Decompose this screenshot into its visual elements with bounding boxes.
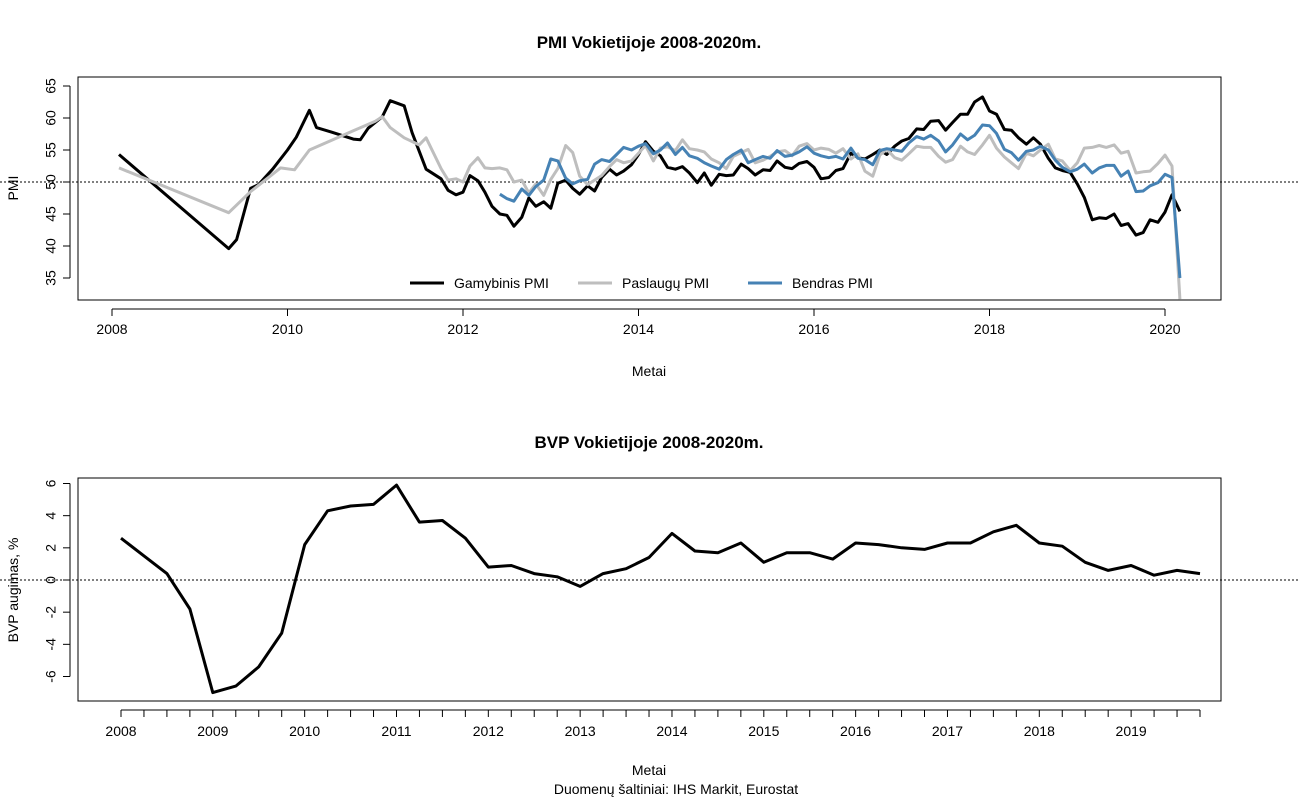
pmi-x-axis: 2008 2010 2012 2014 2016 2018 2020: [96, 308, 1181, 337]
gdp-y-tick-label: -4: [43, 638, 59, 651]
pmi-legend-label-3: Bendras PMI: [792, 275, 873, 291]
gdp-series-line: [120, 483, 1201, 695]
gdp-x-tick-label: 2017: [932, 723, 963, 739]
gdp-x-tick-label: 2011: [381, 723, 411, 739]
gdp-x-tick-label: 2009: [197, 723, 228, 739]
gdp-x-tick-label: 2013: [565, 723, 596, 739]
pmi-x-tick-label: 2008: [96, 321, 127, 337]
pmi-x-axis-label: Metai: [632, 363, 666, 379]
gdp-x-tick-label: 2019: [1116, 723, 1147, 739]
pmi-plot-frame: [77, 76, 1222, 301]
gdp-x-tick-label: 2014: [656, 723, 687, 739]
gdp-x-tick-label: 2018: [1024, 723, 1055, 739]
gdp-y-tick-label: 0: [43, 576, 59, 584]
gdp-x-tick-label: 2008: [105, 723, 136, 739]
pmi-x-tick-label: 2012: [447, 321, 478, 337]
gdp-x-tick-label: 2012: [473, 723, 504, 739]
pmi-series-line-2: [118, 115, 1182, 300]
pmi-legend-label-2: Paslaugų PMI: [622, 275, 709, 291]
gdp-y-tick-label: 4: [43, 512, 59, 520]
pmi-x-tick-label: 2018: [974, 321, 1005, 337]
pmi-series-group: [118, 95, 1182, 300]
pmi-y-axis: 35 40 45 50 55 60 65: [43, 78, 71, 286]
source-note: Duomenų šaltiniai: IHS Markit, Eurostat: [554, 781, 798, 797]
gdp-y-tick-label: -2: [43, 606, 59, 619]
gdp-x-axis: 2008 2009 2010 2011 2012 2013 2014 2015 2016 2017…: [105, 709, 1201, 739]
gdp-series-group: [120, 483, 1201, 695]
pmi-x-tick-label: 2014: [623, 321, 654, 337]
pmi-y-tick-label: 65: [43, 78, 59, 94]
gdp-x-tick-label: 2015: [748, 723, 779, 739]
gdp-x-tick-label: 2016: [840, 723, 871, 739]
gdp-y-tick-label: -6: [43, 670, 59, 683]
gdp-y-tick-label: 6: [43, 479, 59, 487]
pmi-legend: Gamybinis PMI Paslaugų PMI Bendras PMI: [410, 275, 873, 291]
pmi-y-axis-label: PMI: [5, 176, 21, 201]
gdp-y-tick-label: 2: [43, 544, 59, 552]
gdp-x-axis-label: Metai: [632, 762, 666, 778]
pmi-x-tick-label: 2010: [272, 321, 303, 337]
pmi-series-line-3: [499, 123, 1182, 279]
pmi-y-tick-label: 35: [43, 270, 59, 286]
pmi-y-tick-label: 50: [43, 174, 59, 190]
pmi-y-tick-label: 40: [43, 238, 59, 254]
pmi-x-tick-label: 2020: [1149, 321, 1180, 337]
pmi-x-tick-label: 2016: [798, 321, 829, 337]
pmi-y-tick-label: 55: [43, 142, 59, 158]
gdp-y-axis-label: BVP augimas, %: [5, 538, 21, 643]
pmi-chart-title: PMI Vokietijoje 2008-2020m.: [537, 33, 762, 52]
gdp-x-tick-label: 2010: [289, 723, 320, 739]
gdp-y-axis: -6 -4 -2 0 2 4 6: [43, 479, 71, 683]
gdp-plot-frame: [77, 477, 1222, 702]
gdp-chart-title: BVP Vokietijoje 2008-2020m.: [535, 433, 764, 452]
pmi-legend-label-1: Gamybinis PMI: [454, 275, 549, 291]
pmi-series-line-1: [118, 95, 1182, 251]
pmi-y-tick-label: 45: [43, 206, 59, 222]
pmi-y-tick-label: 60: [43, 110, 59, 126]
